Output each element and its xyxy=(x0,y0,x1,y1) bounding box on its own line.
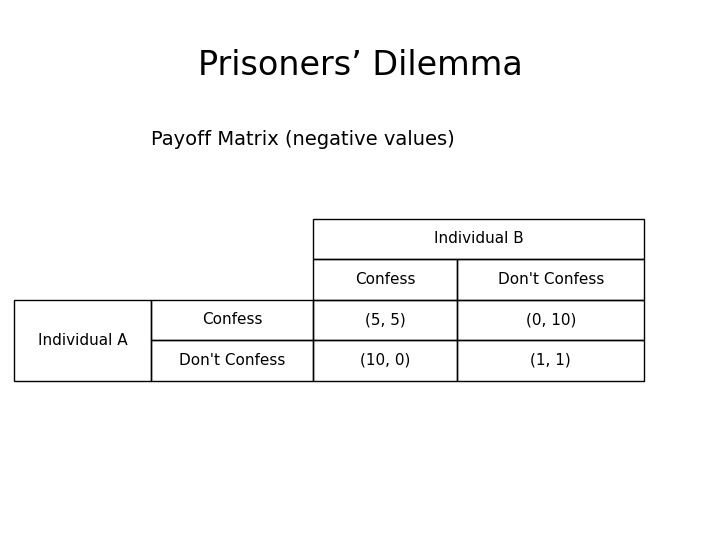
Text: Confess: Confess xyxy=(202,313,263,327)
Text: (1, 1): (1, 1) xyxy=(531,353,571,368)
Text: Prisoners’ Dilemma: Prisoners’ Dilemma xyxy=(197,49,523,82)
Text: (10, 0): (10, 0) xyxy=(360,353,410,368)
Text: (5, 5): (5, 5) xyxy=(365,313,405,327)
Text: Don't Confess: Don't Confess xyxy=(498,272,604,287)
Text: Don't Confess: Don't Confess xyxy=(179,353,285,368)
Text: Confess: Confess xyxy=(355,272,415,287)
Text: Payoff Matrix (negative values): Payoff Matrix (negative values) xyxy=(150,130,454,148)
Text: Individual A: Individual A xyxy=(38,333,127,348)
Text: (0, 10): (0, 10) xyxy=(526,313,576,327)
Text: Individual B: Individual B xyxy=(434,232,523,246)
